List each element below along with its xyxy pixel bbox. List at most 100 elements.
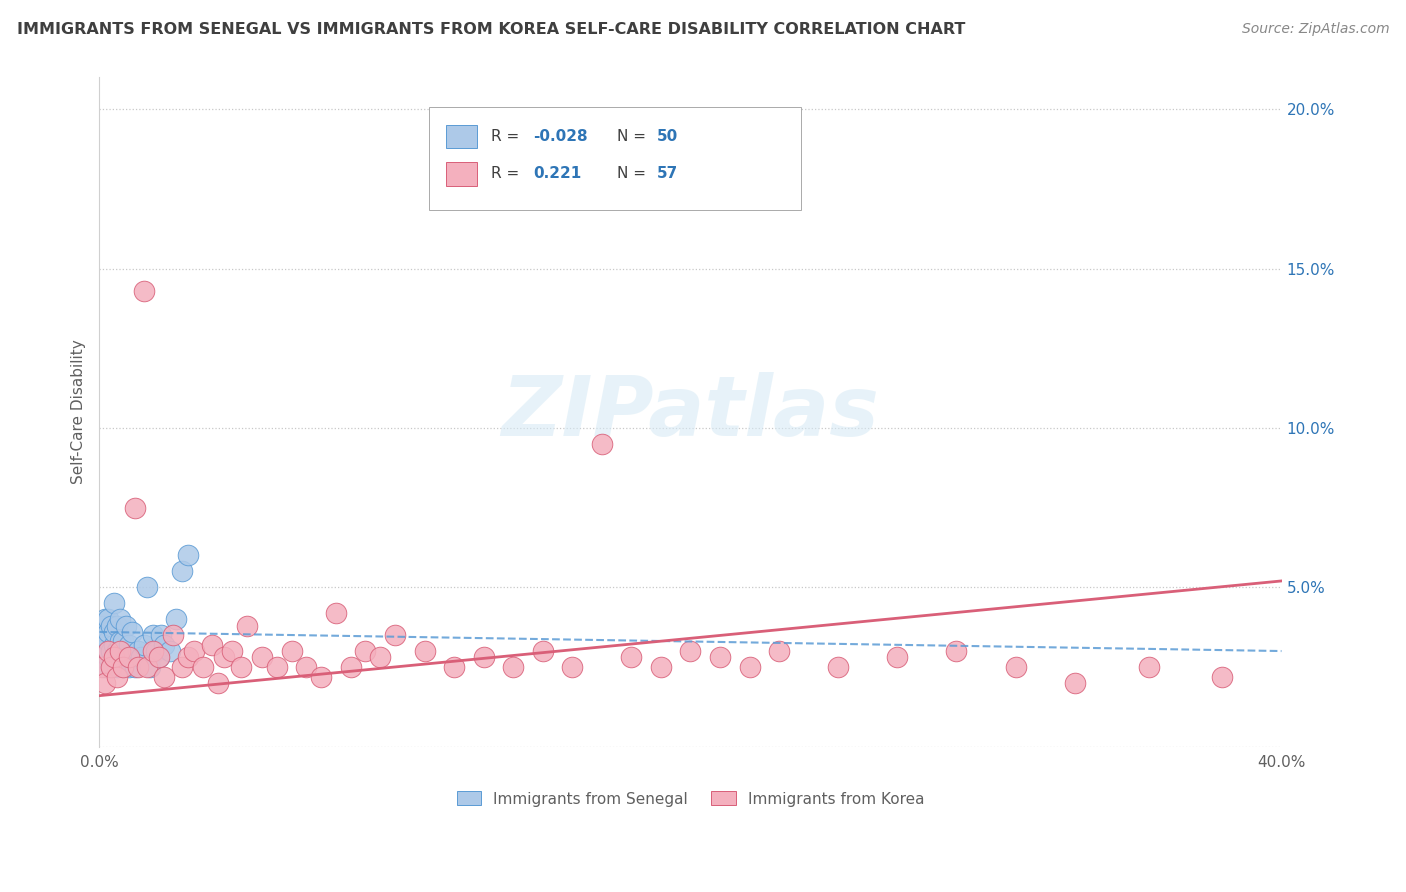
- Point: [738, 660, 761, 674]
- Point: [115, 650, 138, 665]
- Point: [91, 618, 114, 632]
- Point: [159, 644, 181, 658]
- Point: [115, 618, 138, 632]
- Point: [132, 284, 155, 298]
- Point: [94, 644, 117, 658]
- Point: [103, 624, 125, 639]
- Point: [212, 650, 235, 665]
- Point: [150, 628, 173, 642]
- Text: N =: N =: [617, 129, 651, 144]
- Point: [172, 565, 194, 579]
- Text: Source: ZipAtlas.com: Source: ZipAtlas.com: [1241, 22, 1389, 37]
- Point: [91, 660, 114, 674]
- Point: [384, 628, 406, 642]
- Point: [108, 634, 131, 648]
- Point: [100, 660, 122, 674]
- Point: [591, 437, 613, 451]
- Point: [472, 650, 495, 665]
- Point: [236, 618, 259, 632]
- Point: [91, 638, 114, 652]
- Point: [145, 644, 167, 658]
- Point: [121, 650, 143, 665]
- Point: [94, 612, 117, 626]
- Point: [103, 650, 125, 665]
- Point: [135, 660, 157, 674]
- Point: [94, 676, 117, 690]
- Point: [105, 660, 128, 674]
- Point: [112, 660, 135, 674]
- Point: [620, 650, 643, 665]
- Point: [191, 660, 214, 674]
- Point: [295, 660, 318, 674]
- Point: [97, 634, 120, 648]
- Point: [100, 644, 122, 658]
- Point: [112, 634, 135, 648]
- Point: [266, 660, 288, 674]
- Point: [354, 644, 377, 658]
- Point: [112, 660, 135, 674]
- Point: [1211, 669, 1233, 683]
- Point: [148, 650, 170, 665]
- Point: [100, 660, 122, 674]
- Point: [103, 596, 125, 610]
- Point: [768, 644, 790, 658]
- Point: [121, 624, 143, 639]
- Legend: Immigrants from Senegal, Immigrants from Korea: Immigrants from Senegal, Immigrants from…: [450, 785, 931, 813]
- Point: [127, 644, 149, 658]
- Text: 0.221: 0.221: [533, 167, 581, 181]
- Point: [650, 660, 672, 674]
- Point: [201, 638, 224, 652]
- Point: [172, 660, 194, 674]
- Point: [129, 650, 152, 665]
- Point: [108, 612, 131, 626]
- Point: [94, 634, 117, 648]
- Point: [124, 660, 146, 674]
- Point: [177, 549, 200, 563]
- Point: [339, 660, 361, 674]
- Point: [413, 644, 436, 658]
- Point: [142, 644, 165, 658]
- Point: [827, 660, 849, 674]
- Text: R =: R =: [491, 167, 524, 181]
- Point: [148, 650, 170, 665]
- Point: [945, 644, 967, 658]
- Point: [118, 650, 141, 665]
- Point: [127, 660, 149, 674]
- Point: [679, 644, 702, 658]
- Point: [100, 618, 122, 632]
- Point: [309, 669, 332, 683]
- Text: ZIPatlas: ZIPatlas: [502, 372, 879, 452]
- Point: [502, 660, 524, 674]
- Point: [443, 660, 465, 674]
- Point: [105, 618, 128, 632]
- Point: [531, 644, 554, 658]
- Point: [105, 669, 128, 683]
- Point: [105, 644, 128, 658]
- Point: [165, 612, 187, 626]
- Point: [108, 650, 131, 665]
- Point: [709, 650, 731, 665]
- Point: [153, 669, 176, 683]
- Point: [561, 660, 583, 674]
- Point: [1063, 676, 1085, 690]
- Point: [103, 650, 125, 665]
- Point: [94, 660, 117, 674]
- Point: [183, 644, 205, 658]
- Point: [97, 650, 120, 665]
- Point: [162, 628, 184, 642]
- Point: [124, 500, 146, 515]
- Point: [368, 650, 391, 665]
- Point: [142, 628, 165, 642]
- Point: [221, 644, 243, 658]
- Text: N =: N =: [617, 167, 651, 181]
- Point: [250, 650, 273, 665]
- Point: [138, 660, 160, 674]
- Y-axis label: Self-Care Disability: Self-Care Disability: [72, 340, 86, 484]
- Point: [118, 660, 141, 674]
- Point: [135, 580, 157, 594]
- Point: [280, 644, 302, 658]
- Point: [1004, 660, 1026, 674]
- Point: [103, 638, 125, 652]
- Point: [118, 638, 141, 652]
- Point: [207, 676, 229, 690]
